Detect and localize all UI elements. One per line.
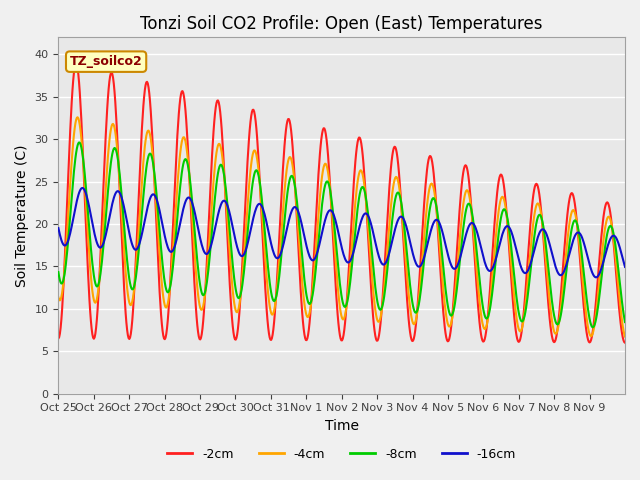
X-axis label: Time: Time [324,419,358,433]
Y-axis label: Soil Temperature (C): Soil Temperature (C) [15,144,29,287]
Legend: -2cm, -4cm, -8cm, -16cm: -2cm, -4cm, -8cm, -16cm [162,443,521,466]
Title: Tonzi Soil CO2 Profile: Open (East) Temperatures: Tonzi Soil CO2 Profile: Open (East) Temp… [140,15,543,33]
Text: TZ_soilco2: TZ_soilco2 [70,55,143,68]
